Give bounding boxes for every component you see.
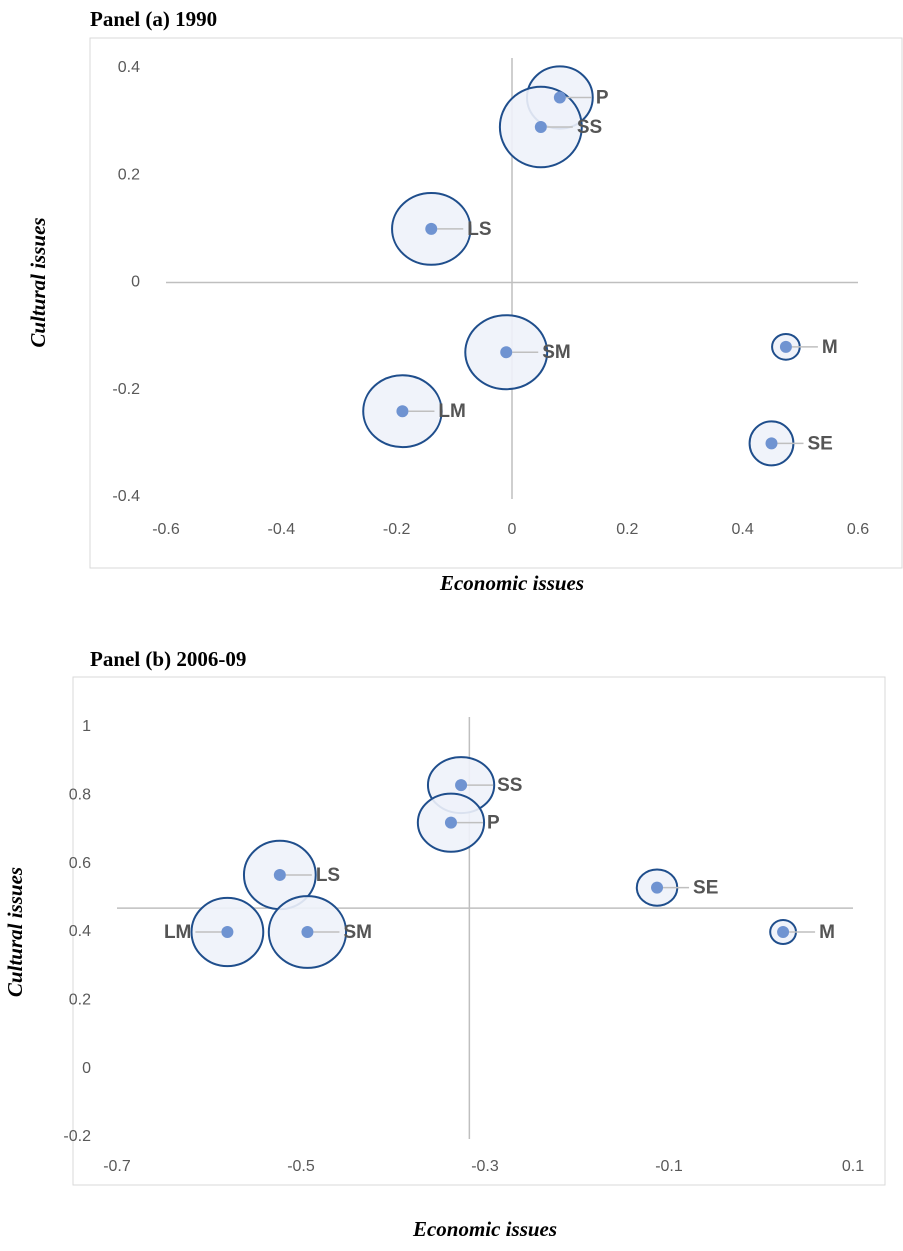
- panel-frame: [72, 676, 886, 1186]
- y-tick-label: 1: [82, 718, 91, 735]
- y-tick-label: 0.4: [118, 59, 140, 76]
- point-label: SE: [693, 878, 718, 899]
- data-point: [500, 346, 513, 359]
- point-label: P: [596, 88, 609, 109]
- point-label: SS: [577, 117, 602, 138]
- y-tick-label: 0.2: [118, 166, 140, 183]
- data-point: [396, 405, 409, 418]
- data-point: [301, 926, 314, 938]
- y-tick-label: 0.8: [69, 787, 91, 804]
- data-point: [777, 926, 790, 938]
- y-tick-label: 0.4: [69, 923, 91, 940]
- point-label: M: [819, 922, 835, 943]
- data-point: [765, 437, 778, 450]
- data-point: [273, 868, 286, 881]
- point-label: P: [487, 813, 500, 834]
- data-point: [553, 91, 566, 104]
- x-tick-label: 0.6: [847, 521, 869, 538]
- point-label: M: [822, 337, 838, 358]
- point-label: SM: [343, 922, 372, 943]
- x-axis-title: Economic issues: [439, 571, 584, 595]
- x-tick-label: -0.1: [655, 1158, 683, 1175]
- x-tick-label: 0.4: [732, 521, 754, 538]
- data-point: [455, 779, 468, 792]
- y-axis-title: Cultural issues: [3, 867, 27, 997]
- x-tick-label: 0: [508, 521, 517, 538]
- point-label: LM: [438, 401, 465, 422]
- x-tick-label: -0.2: [383, 521, 411, 538]
- point-label: LM: [164, 922, 191, 943]
- y-tick-label: -0.4: [112, 488, 140, 505]
- x-tick-label: -0.3: [471, 1158, 499, 1175]
- y-tick-label: -0.2: [63, 1128, 91, 1145]
- panel-title: Panel (b) 2006-09: [90, 647, 246, 671]
- point-label: LS: [467, 219, 491, 240]
- point-label: SM: [542, 342, 571, 363]
- data-point: [444, 816, 457, 829]
- x-tick-label: -0.5: [287, 1158, 315, 1175]
- y-tick-label: 0.6: [69, 855, 91, 872]
- y-tick-label: 0.2: [69, 992, 91, 1009]
- y-tick-label: 0: [82, 1060, 91, 1077]
- y-axis-title: Cultural issues: [26, 217, 50, 347]
- point-label: SS: [497, 775, 522, 796]
- data-point: [221, 926, 234, 938]
- y-tick-label: -0.2: [112, 381, 140, 398]
- y-tick-label: 0: [131, 274, 140, 291]
- x-axis-title: Economic issues: [412, 1217, 557, 1241]
- x-tick-label: 0.2: [616, 521, 638, 538]
- data-point: [779, 340, 792, 353]
- x-tick-label: 0.1: [842, 1158, 864, 1175]
- data-point: [534, 120, 547, 133]
- x-tick-label: -0.6: [152, 521, 180, 538]
- x-tick-label: -0.4: [268, 521, 296, 538]
- data-point: [425, 222, 438, 235]
- panel-frame: [89, 37, 903, 569]
- x-tick-label: -0.7: [103, 1158, 131, 1175]
- point-label: SE: [808, 433, 833, 454]
- point-label: LS: [316, 865, 340, 886]
- data-point: [651, 881, 664, 894]
- panel-title: Panel (a) 1990: [90, 7, 217, 31]
